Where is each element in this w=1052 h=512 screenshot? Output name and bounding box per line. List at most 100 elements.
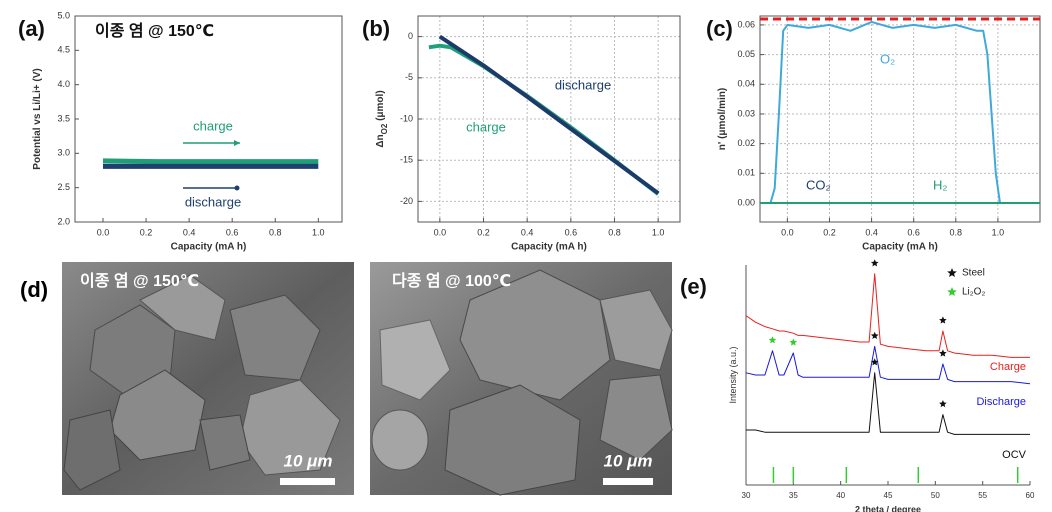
- peak-marker: [870, 358, 879, 366]
- x-tick-label: 0.4: [521, 227, 534, 237]
- y-tick-label: 3.0: [57, 148, 70, 158]
- series-label: Discharge: [976, 396, 1026, 408]
- y-tick-label: 2.5: [57, 182, 70, 192]
- x-tick-label: 1.0: [312, 227, 325, 237]
- y-tick-label: 0.03: [737, 108, 755, 118]
- x-tick-label: 0.0: [781, 227, 794, 237]
- x-tick-label: 0.6: [226, 227, 239, 237]
- peak-marker: [870, 259, 879, 267]
- x-tick-label: 0.2: [823, 227, 836, 237]
- x-tick-label: 1.0: [992, 227, 1005, 237]
- y-axis-label: n' (μmol/min): [717, 88, 728, 150]
- series-label: discharge: [185, 194, 241, 209]
- x-tick-label: 0.6: [907, 227, 920, 237]
- arrowhead: [234, 140, 240, 146]
- series-label: Charge: [990, 361, 1026, 373]
- x-tick-label: 50: [931, 491, 940, 500]
- x-tick-label: 0.4: [183, 227, 196, 237]
- y-axis-label: ΔnO2 (μmol): [375, 90, 389, 147]
- sem-image: [370, 262, 673, 496]
- series-line: [428, 43, 660, 196]
- legend-label: Li₂O₂: [962, 287, 985, 298]
- x-tick-label: 60: [1026, 491, 1035, 500]
- y-axis-label-part: Potential vs Li/Li+ (V): [32, 68, 43, 169]
- panel-label: (d): [20, 277, 48, 302]
- legend-symbol: [947, 268, 957, 277]
- x-tick-label: 45: [884, 491, 893, 500]
- y-tick-label: -5: [405, 72, 413, 82]
- y-tick-label: 0.02: [737, 138, 755, 148]
- peak-marker: [789, 338, 798, 346]
- series-label: charge: [466, 119, 506, 134]
- x-tick-label: 0.4: [865, 227, 878, 237]
- series-line: [745, 345, 1031, 385]
- peak-marker: [939, 316, 947, 324]
- y-tick-label: -10: [400, 113, 413, 123]
- x-tick-label: 55: [978, 491, 987, 500]
- y-axis-label-part: Intensity (a.u.): [728, 346, 738, 403]
- image-caption: 이종 염 @ 150℃: [80, 272, 199, 290]
- plot-frame: [759, 15, 1041, 223]
- y-tick-label: 0.06: [737, 19, 755, 29]
- x-tick-label: 40: [836, 491, 845, 500]
- x-tick-label: 0.0: [434, 227, 447, 237]
- panel-label: (b): [362, 16, 390, 41]
- y-tick-label: 4.5: [57, 45, 70, 55]
- series-line: [438, 34, 660, 195]
- y-axis-label-part: (μmol): [375, 90, 386, 123]
- x-tick-label: 0.8: [269, 227, 282, 237]
- y-axis-label: Potential vs Li/Li+ (V): [32, 68, 43, 169]
- x-tick-label: 1.0: [652, 227, 665, 237]
- image-caption: 다종 염 @ 100℃: [392, 272, 511, 290]
- series-label: H₂: [933, 177, 947, 192]
- legend-label: Steel: [962, 268, 985, 279]
- x-tick-label: 0.6: [565, 227, 578, 237]
- peak-marker: [939, 400, 947, 408]
- x-tick-label: 0.2: [477, 227, 490, 237]
- x-tick-label: 30: [742, 491, 751, 500]
- y-tick-label: 3.5: [57, 113, 70, 123]
- peak-marker: [939, 349, 947, 357]
- y-axis-label-part: n' (μmol/min): [717, 88, 728, 150]
- scale-bar-label: 10 μm: [604, 451, 653, 470]
- legend-symbol: [947, 287, 957, 296]
- series-label: OCV: [1002, 449, 1027, 461]
- peak-marker: [768, 336, 777, 344]
- y-tick-label: 0.04: [737, 79, 755, 89]
- series-line: [745, 273, 1030, 358]
- y-tick-label: 2.0: [57, 216, 70, 226]
- series-line: [760, 20, 1040, 204]
- panel-label: (c): [706, 16, 733, 41]
- x-tick-label: 0.2: [140, 227, 153, 237]
- x-tick-label: 0.0: [97, 227, 110, 237]
- y-tick-label: 4.0: [57, 79, 70, 89]
- arrow-end: [234, 185, 240, 191]
- x-axis-label: 2 theta / degree: [855, 504, 921, 512]
- chart-title: 이종 염 @ 150℃: [95, 22, 214, 40]
- series-line: [746, 372, 1030, 435]
- peak-marker: [870, 331, 879, 339]
- plot-frame: [74, 15, 343, 223]
- series-label: CO₂: [806, 177, 831, 192]
- panel-label: (a): [18, 16, 45, 41]
- x-tick-label: 0.8: [950, 227, 963, 237]
- y-tick-label: 5.0: [57, 10, 70, 20]
- sem-image: [62, 262, 354, 495]
- series-label: O₂: [880, 51, 895, 66]
- panel-label: (e): [680, 274, 707, 299]
- y-axis-label: Intensity (a.u.): [728, 346, 738, 403]
- series-label: discharge: [555, 77, 611, 92]
- y-tick-label: 0: [408, 31, 413, 41]
- y-tick-label: 0.01: [737, 168, 755, 178]
- y-axis-label-part: Δn: [375, 134, 386, 147]
- y-tick-label: 0.00: [737, 197, 755, 207]
- y-tick-label: -15: [400, 155, 413, 165]
- x-axis-label: Capacity (mA h): [511, 242, 587, 253]
- y-tick-label: -20: [400, 196, 413, 206]
- y-axis-label-part: O2: [380, 123, 389, 134]
- x-axis-label: Capacity (mA h): [171, 242, 247, 253]
- x-tick-label: 35: [789, 491, 798, 500]
- x-tick-label: 0.8: [608, 227, 621, 237]
- scale-bar-label: 10 μm: [284, 451, 333, 470]
